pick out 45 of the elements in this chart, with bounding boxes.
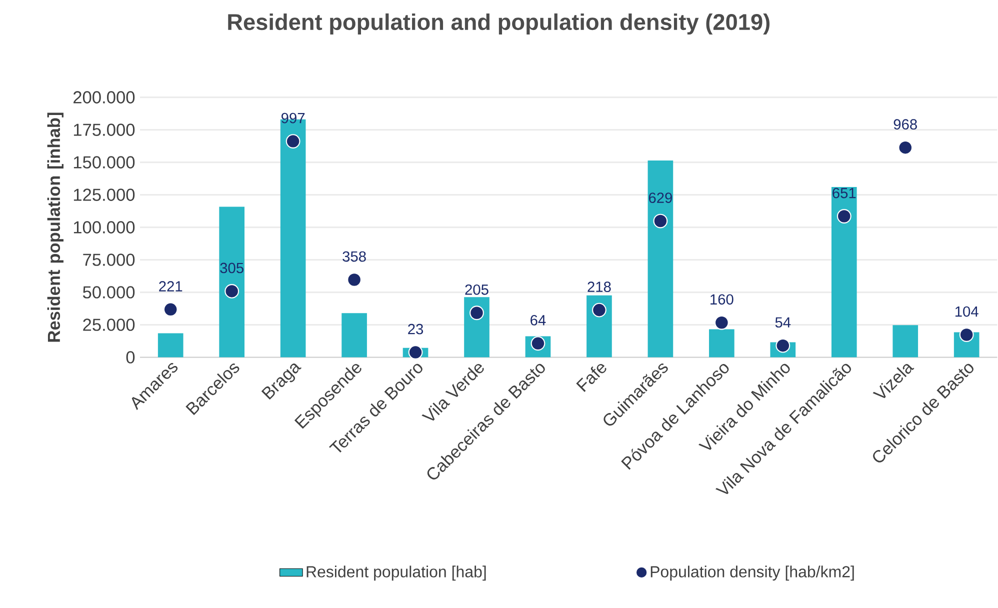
data-label: 218: [588, 282, 611, 292]
point: [714, 315, 729, 330]
data-label: 221: [159, 281, 182, 292]
y-tick-label: 175.000: [74, 124, 135, 136]
bar: [892, 325, 918, 358]
point: [898, 140, 913, 155]
point: [408, 345, 423, 360]
data-label: 23: [408, 324, 424, 334]
legend-label: Resident population [hab]: [306, 566, 486, 581]
bar: [648, 160, 674, 358]
y-tick-label: 75.000: [83, 254, 135, 266]
y-tick-label: 150.000: [74, 156, 135, 168]
point: [470, 306, 484, 320]
bar: [342, 313, 367, 358]
legend-label: Population density [hab/km2]: [650, 566, 854, 581]
data-label: 968: [894, 119, 917, 130]
bar: [219, 206, 244, 358]
y-tick-label: 200.000: [74, 91, 135, 104]
point: [224, 284, 240, 298]
y-tick-label: 25.000: [83, 318, 135, 331]
bar: [709, 329, 734, 358]
data-label: 104: [955, 306, 978, 317]
data-label: 358: [342, 251, 366, 262]
data-label: 651: [832, 188, 856, 198]
y-tick-label: 125.000: [74, 188, 135, 201]
y-tick-label: 50.000: [82, 286, 135, 298]
data-label: 629: [648, 192, 672, 204]
chart-title: Resident population and population density (2019): [228, 13, 770, 35]
y-tick-label: 0: [126, 351, 135, 364]
data-label: 305: [220, 262, 244, 274]
point: [347, 272, 362, 287]
point: [163, 302, 178, 317]
point: [653, 214, 668, 228]
point: [286, 134, 300, 149]
data-label: 160: [710, 294, 734, 305]
y-tick-label: 100.000: [74, 221, 135, 234]
data-label: 205: [465, 284, 488, 295]
data-label: 64: [530, 315, 546, 326]
point: [836, 209, 852, 224]
point: [959, 328, 974, 342]
bar: [831, 187, 857, 358]
y-axis-title: Resident population [inhab]: [47, 112, 64, 342]
point: [592, 302, 606, 318]
data-label: 54: [775, 317, 791, 328]
bar: [158, 333, 184, 358]
